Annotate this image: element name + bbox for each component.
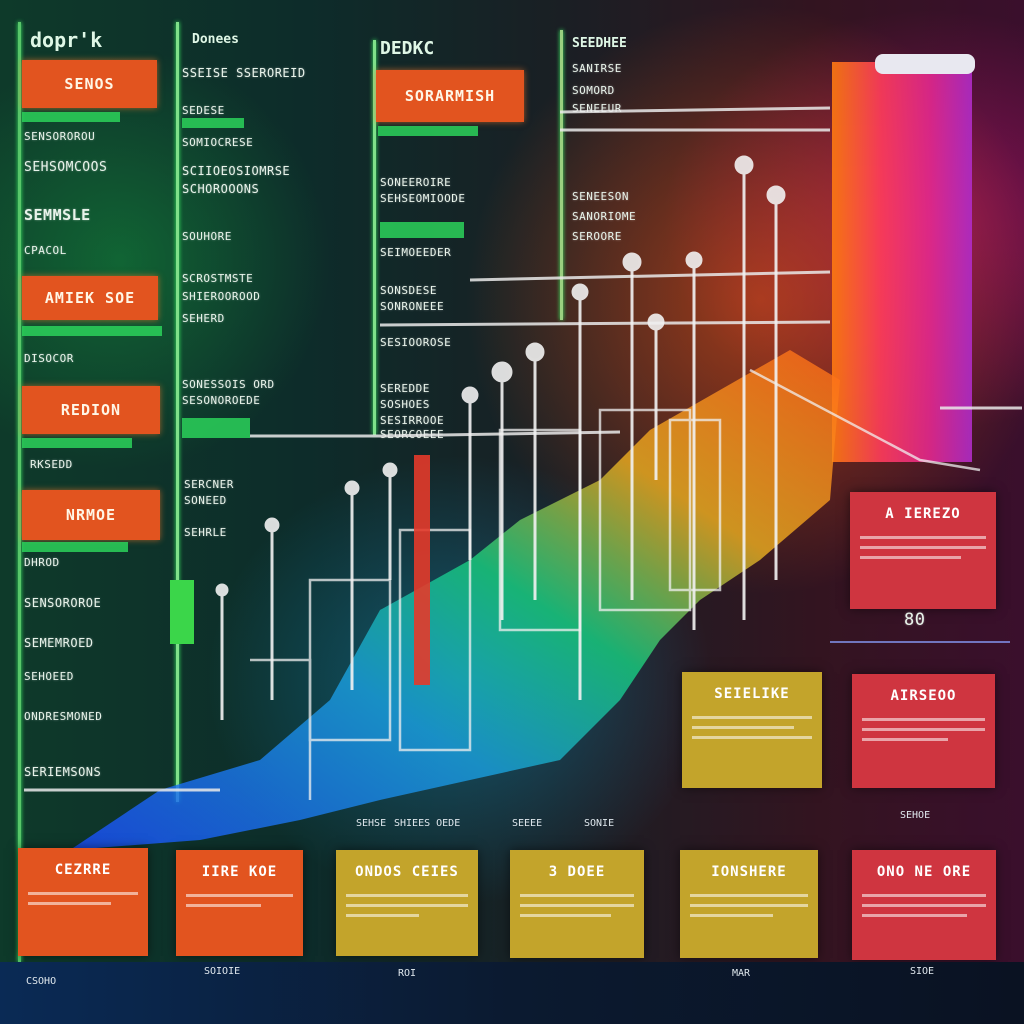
bottom-card-1-title: CEZRRE bbox=[54, 862, 112, 878]
liquid-mass bbox=[70, 350, 840, 850]
column-divider-1 bbox=[18, 22, 21, 962]
red-tube bbox=[414, 455, 430, 685]
axis-label-3: SEEEE bbox=[512, 818, 543, 829]
col2-line-4: SCIIOEOSIOMRSE bbox=[182, 164, 291, 178]
right-card-1-title: A IEREZO bbox=[885, 506, 961, 522]
col1-line-5: DISOCOR bbox=[24, 352, 74, 365]
col2-line-12: SERCNER bbox=[184, 478, 234, 491]
axis-label-1: SEHSE bbox=[356, 818, 387, 829]
col4-line-4: SENEESON bbox=[572, 190, 629, 203]
right-card-2-title: SEIELIKE bbox=[714, 686, 790, 702]
bottom-card-2[interactable]: IIRE KOE bbox=[176, 850, 303, 956]
col1-tag-1[interactable]: SENOS bbox=[22, 60, 157, 108]
col2-green-bar-1 bbox=[182, 118, 244, 128]
axis-label-4: SONIE bbox=[584, 818, 615, 829]
axis-label-5: SEHOE bbox=[900, 810, 931, 821]
col4-line-1: SANIRSE bbox=[572, 62, 622, 75]
right-card-1[interactable]: A IEREZO bbox=[850, 492, 996, 609]
col1-line-4: CPACOL bbox=[24, 244, 67, 257]
bottom-card-4-title: 3 DOEE bbox=[548, 864, 606, 880]
col1-tag-2[interactable]: AMIEK SOE bbox=[22, 276, 158, 320]
right-readout: 80 bbox=[904, 610, 926, 630]
col3-line-8: SOSHOES bbox=[380, 398, 430, 411]
axis-label-2: SHIEES OEDE bbox=[394, 818, 461, 829]
col3-line-2: SEHSEOMIOODE bbox=[380, 192, 466, 205]
col2-line-9: SEHERD bbox=[182, 312, 225, 325]
bottom-bar bbox=[0, 962, 1024, 1024]
col1-line-1: SENSOROROU bbox=[24, 130, 96, 143]
col2-line-2: SEDESE bbox=[182, 104, 225, 117]
col3-line-7: SEREDDE bbox=[380, 382, 430, 395]
col1-line-7: DHROD bbox=[24, 556, 60, 569]
bottom-card-6[interactable]: ONO NE ORE bbox=[852, 850, 996, 960]
col1-green-bar-1 bbox=[22, 112, 120, 122]
col2-line-5: SCHOROOONS bbox=[182, 182, 260, 196]
col1-line-11: ONDRESMONED bbox=[24, 710, 103, 723]
col1-line-2: SEHSOMCOOS bbox=[24, 160, 108, 175]
gradient-column bbox=[832, 62, 972, 462]
col3-line-1: SONEEROIRE bbox=[380, 176, 452, 189]
col4-line-6: SEROORE bbox=[572, 230, 622, 243]
col3-green-bar-1 bbox=[378, 126, 478, 136]
bottom-card-1[interactable]: CEZRRE bbox=[18, 848, 148, 956]
footer-label-5: SIOE bbox=[910, 966, 935, 977]
col2-line-10: SONESSOIS ORD bbox=[182, 378, 275, 391]
col4-line-2: SOMORD bbox=[572, 84, 615, 97]
footer-label-1: CSOHO bbox=[26, 976, 57, 987]
col2-line-14: SEHRLE bbox=[184, 526, 227, 539]
col1-tag-3[interactable]: REDION bbox=[22, 386, 160, 434]
col1-green-bar-4 bbox=[22, 542, 128, 552]
col1-line-6: RKSEDD bbox=[30, 458, 73, 471]
col1-line-12: SERIEMSONS bbox=[24, 765, 102, 779]
footer-label-2: SOIOIE bbox=[204, 966, 241, 977]
col1-line-10: SEHOEED bbox=[24, 670, 74, 683]
green-marker bbox=[170, 580, 194, 644]
right-card-2[interactable]: SEIELIKE bbox=[682, 672, 822, 788]
bottom-card-3[interactable]: ONDOS CEIES bbox=[336, 850, 478, 956]
gradient-column-cap bbox=[875, 54, 975, 74]
footer-label-3: ROI bbox=[398, 968, 417, 979]
column-divider-3 bbox=[373, 40, 376, 435]
col3-tag[interactable]: SORARMISH bbox=[376, 70, 524, 122]
col1-tag-4[interactable]: NRMOE bbox=[22, 490, 160, 540]
col2-line-6: SOUHORE bbox=[182, 230, 232, 243]
col1-green-bar-2 bbox=[22, 326, 162, 336]
col2-line-11: SESONOROEDE bbox=[182, 394, 261, 407]
col3-line-4: SONSDESE bbox=[380, 284, 437, 297]
column-1-header: dopr'k bbox=[30, 28, 103, 52]
col1-green-bar-3 bbox=[22, 438, 132, 448]
col2-line-8: SHIEROOROOD bbox=[182, 290, 261, 303]
col2-green-bar-2 bbox=[182, 418, 250, 438]
col3-line-6: SESIOOROSE bbox=[380, 336, 452, 349]
col2-line-3: SOMIOCRESE bbox=[182, 136, 254, 149]
bottom-card-2-title: IIRE KOE bbox=[201, 864, 278, 880]
col2-line-1: SSEISE SSEROREID bbox=[182, 66, 306, 80]
col3-line-9: SESIRROOE bbox=[380, 414, 445, 427]
bottom-card-3-title: ONDOS CEIES bbox=[355, 864, 459, 880]
footer-label-4: MAR bbox=[732, 968, 751, 979]
column-2-header: Donees bbox=[192, 32, 239, 47]
bottom-card-5-title: IONSHERE bbox=[711, 864, 787, 880]
bottom-card-4[interactable]: 3 DOEE bbox=[510, 850, 644, 958]
right-card-3-title: AIRSEOO bbox=[890, 688, 957, 704]
column-4-header: SEEDHEE bbox=[572, 36, 627, 51]
right-card-3[interactable]: AIRSEOO bbox=[852, 674, 995, 788]
col3-line-5: SONRONEEE bbox=[380, 300, 445, 313]
col1-line-3: SEMMSLE bbox=[24, 206, 91, 224]
col3-line-3: SEIMOEEDER bbox=[380, 246, 452, 259]
column-divider-4 bbox=[560, 30, 563, 320]
col2-line-13: SONEED bbox=[184, 494, 227, 507]
column-divider-2 bbox=[176, 22, 179, 802]
bottom-card-5[interactable]: IONSHERE bbox=[680, 850, 818, 958]
bottom-card-6-title: ONO NE ORE bbox=[876, 864, 972, 880]
col2-line-7: SCROSTMSTE bbox=[182, 272, 254, 285]
col1-line-9: SEMEMROED bbox=[24, 636, 94, 650]
col3-green-bar-2 bbox=[380, 222, 464, 238]
col1-line-8: SENSOROROE bbox=[24, 596, 102, 610]
column-3-header: DEDKC bbox=[380, 38, 435, 59]
col4-line-5: SANORIOME bbox=[572, 210, 637, 223]
